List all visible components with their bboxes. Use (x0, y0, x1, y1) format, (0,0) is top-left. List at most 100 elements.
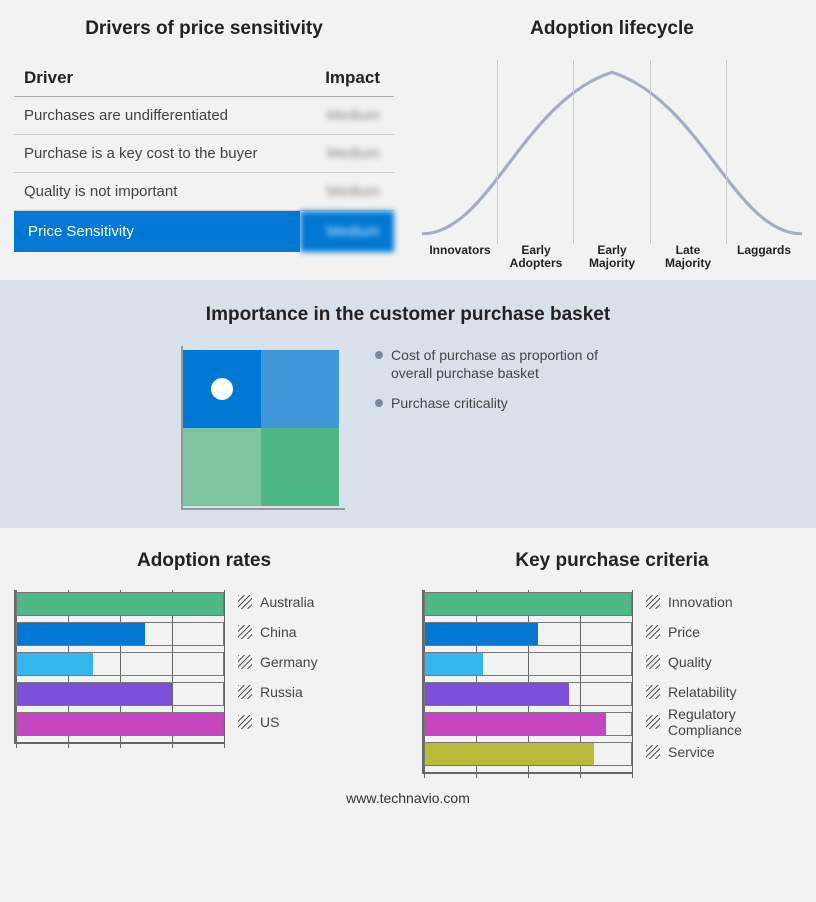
legend-text: Cost of purchase as proportion of overal… (391, 346, 635, 382)
lifecycle-gridlines (422, 60, 802, 244)
legend-label: Russia (260, 684, 303, 700)
legend-label: China (260, 624, 297, 640)
legend-item: Innovation (646, 590, 802, 614)
bar (424, 742, 632, 766)
legend-swatch-icon (646, 655, 660, 669)
legend-dot-icon (375, 351, 383, 359)
importance-panel: Importance in the customer purchase bask… (0, 280, 816, 528)
quadrant-marker (211, 378, 233, 400)
legend-item: Price (646, 620, 802, 644)
bottom-row: Adoption rates Australia China Germany Russ… (0, 528, 816, 782)
bar-fill (17, 683, 172, 705)
legend-label: Quality (668, 654, 712, 670)
legend-item: Relatability (646, 680, 802, 704)
lifecycle-label: EarlyMajority (574, 244, 650, 270)
legend-label: US (260, 714, 279, 730)
lifecycle-label: LateMajority (650, 244, 726, 270)
drivers-panel: Drivers of price sensitivity Driver Impa… (0, 0, 408, 280)
bar (424, 592, 632, 616)
purchase-criteria-panel: Key purchase criteria Innovation Price Qua… (408, 528, 816, 782)
legend-swatch-icon (646, 745, 660, 759)
legend-item: US (238, 710, 394, 734)
bar (424, 712, 632, 736)
bar (16, 682, 224, 706)
legend-item: Australia (238, 590, 394, 614)
bar-fill (425, 683, 569, 705)
lifecycle-label: Innovators (422, 244, 498, 270)
bar-fill (17, 713, 223, 735)
bar-fill (425, 653, 483, 675)
footer-url: www.technavio.com (0, 782, 816, 820)
legend-swatch-icon (646, 685, 660, 699)
importance-row: Cost of purchase as proportion of overal… (0, 346, 816, 510)
legend-item: China (238, 620, 394, 644)
drivers-col-driver: Driver (14, 60, 300, 97)
importance-legend-item: Cost of purchase as proportion of overal… (375, 346, 635, 382)
legend-item: Quality (646, 650, 802, 674)
legend-item: Russia (238, 680, 394, 704)
drivers-summary-row: Price SensitivityMedium (14, 211, 394, 253)
lifecycle-label: EarlyAdopters (498, 244, 574, 270)
legend-label: Service (668, 744, 715, 760)
purchase-criteria-chart: Innovation Price Quality Relatability Regula… (422, 590, 802, 774)
legend-swatch-icon (238, 625, 252, 639)
legend-text: Purchase criticality (391, 394, 508, 412)
legend-swatch-icon (238, 685, 252, 699)
bar-fill (17, 653, 93, 675)
importance-legend-item: Purchase criticality (375, 394, 635, 412)
legend-label: Price (668, 624, 700, 640)
quadrant-chart (181, 346, 345, 510)
legend-item: Germany (238, 650, 394, 674)
bar-fill (425, 743, 594, 765)
drivers-table: Driver Impact Purchases are undifferenti… (14, 60, 394, 252)
impact-cell: Medium (300, 173, 394, 211)
lifecycle-chart: InnovatorsEarlyAdoptersEarlyMajorityLate… (422, 60, 802, 270)
top-row: Drivers of price sensitivity Driver Impa… (0, 0, 816, 280)
bar-fill (425, 713, 606, 735)
lifecycle-title: Adoption lifecycle (422, 18, 802, 40)
bar (16, 652, 224, 676)
lifecycle-labels: InnovatorsEarlyAdoptersEarlyMajorityLate… (422, 244, 802, 270)
legend-label: Germany (260, 654, 318, 670)
importance-legend: Cost of purchase as proportion of overal… (375, 346, 635, 425)
driver-cell: Purchase is a key cost to the buyer (14, 135, 300, 173)
adoption-rates-title: Adoption rates (14, 550, 394, 572)
quadrant-br (261, 428, 339, 506)
importance-title: Importance in the customer purchase bask… (0, 304, 816, 326)
bar-fill (17, 623, 145, 645)
legend-label: Regulatory Compliance (668, 706, 802, 738)
legend-label: Australia (260, 594, 314, 610)
summary-value: Medium (300, 211, 394, 253)
purchase-criteria-legend: Innovation Price Quality Relatability Regula… (646, 590, 802, 774)
bar (16, 622, 224, 646)
legend-swatch-icon (646, 595, 660, 609)
legend-swatch-icon (238, 715, 252, 729)
legend-swatch-icon (646, 715, 660, 729)
adoption-rates-panel: Adoption rates Australia China Germany Russ… (0, 528, 408, 782)
drivers-title: Drivers of price sensitivity (14, 18, 394, 40)
legend-swatch-icon (646, 625, 660, 639)
bar-fill (425, 593, 631, 615)
legend-swatch-icon (238, 655, 252, 669)
impact-cell: Medium (300, 135, 394, 173)
drivers-col-impact: Impact (300, 60, 394, 97)
legend-label: Innovation (668, 594, 733, 610)
impact-cell: Medium (300, 97, 394, 135)
quadrant-tr (261, 350, 339, 428)
purchase-criteria-title: Key purchase criteria (422, 550, 802, 572)
legend-item: Service (646, 740, 802, 764)
quadrant-bl (183, 428, 261, 506)
lifecycle-label: Laggards (726, 244, 802, 270)
bar-fill (17, 593, 223, 615)
drivers-row: Quality is not importantMedium (14, 173, 394, 211)
legend-swatch-icon (238, 595, 252, 609)
bar (16, 712, 224, 736)
legend-label: Relatability (668, 684, 736, 700)
bar (424, 682, 632, 706)
bar (16, 592, 224, 616)
adoption-rates-chart: Australia China Germany Russia US (14, 590, 394, 744)
drivers-row: Purchases are undifferentiatedMedium (14, 97, 394, 135)
adoption-rates-legend: Australia China Germany Russia US (238, 590, 394, 744)
driver-cell: Purchases are undifferentiated (14, 97, 300, 135)
drivers-row: Purchase is a key cost to the buyerMediu… (14, 135, 394, 173)
